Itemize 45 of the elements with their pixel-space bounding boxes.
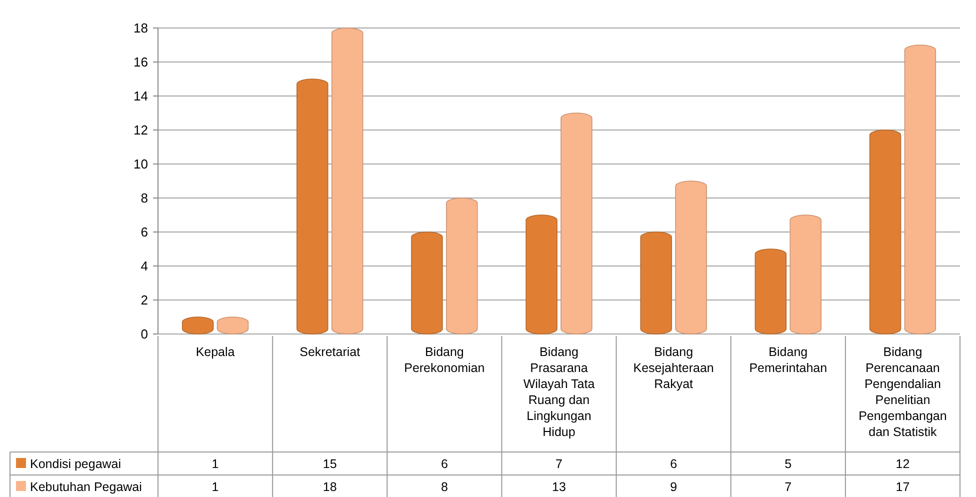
data-label: 15 (322, 456, 337, 471)
data-label: 1 (212, 480, 219, 494)
data-label: 7 (556, 456, 563, 471)
data-label: 18 (322, 480, 337, 494)
bar (446, 198, 478, 334)
x-tick-label: Bidang Perencanaan Pengendalian Penelitian Pengembangan dan Statistik (858, 345, 947, 439)
data-label: 1 (212, 456, 219, 471)
bar (869, 130, 902, 334)
data-label: 9 (670, 480, 678, 494)
y-tick-label: 6 (140, 224, 148, 240)
x-tick-label: Sekretariat (300, 345, 361, 359)
data-label: 12 (896, 456, 910, 471)
bar (526, 214, 558, 334)
bar (331, 28, 364, 334)
bar (754, 248, 787, 334)
y-tick-label: 8 (140, 190, 148, 206)
data-label: 17 (896, 480, 910, 494)
y-tick-label: 18 (134, 20, 148, 36)
data-label: 8 (440, 480, 448, 494)
y-tick-label: 10 (134, 156, 148, 172)
y-tick-label: 4 (140, 258, 148, 274)
bar (675, 180, 707, 334)
y-tick-label: 2 (140, 292, 148, 308)
data-label: 7 (784, 480, 792, 494)
bar (790, 214, 822, 334)
x-tick-label: Bidang Perekonomian (404, 345, 485, 375)
data-label: 13 (552, 480, 566, 494)
data-label: 6 (440, 456, 448, 471)
bar (560, 112, 592, 334)
x-tick-label: Bidang Prasarana Wilayah Tata Ruang dan Lingkungan Hidup (523, 345, 595, 439)
bar (411, 232, 443, 334)
y-tick-label: 12 (134, 122, 148, 138)
x-tick-label: Bidang Pemerintahan (749, 345, 828, 375)
y-tick-label: 0 (140, 326, 148, 342)
x-tick-label: Bidang Kesejahteraan Rakyat (633, 345, 714, 391)
data-label: 5 (784, 456, 792, 471)
bar (904, 44, 936, 334)
y-tick-label: 16 (134, 54, 148, 70)
y-tick-label: 14 (134, 88, 148, 104)
legend-label: Kebutuhan Pegawai (30, 480, 142, 494)
data-label: 6 (670, 456, 678, 471)
bar (296, 78, 328, 334)
bar (640, 232, 672, 334)
x-tick-label: Kepala (196, 345, 235, 359)
legend-label: Kondisi pegawai (30, 456, 122, 471)
